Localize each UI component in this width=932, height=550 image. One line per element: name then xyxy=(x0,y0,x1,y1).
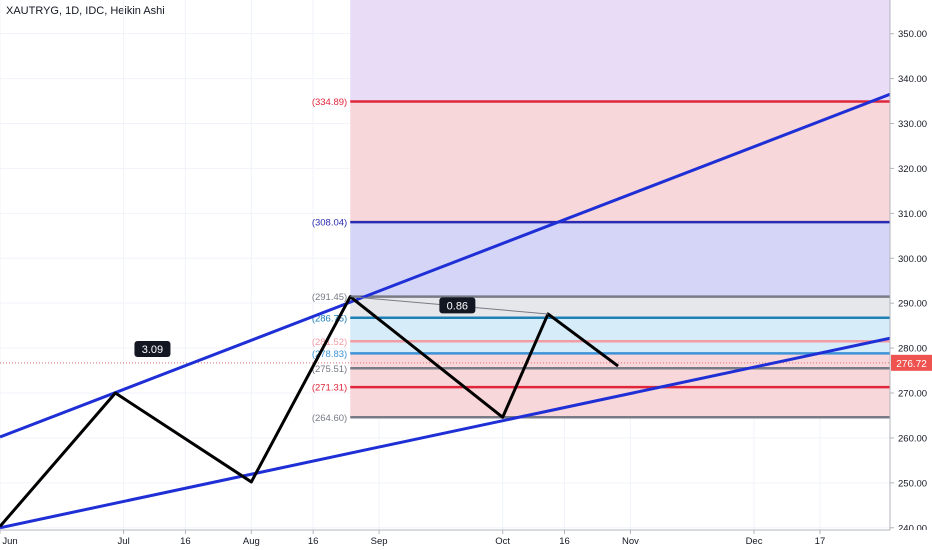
price-tick-label: 270.00 xyxy=(898,389,927,400)
price-axis-bg xyxy=(890,0,932,550)
time-tick-label: Jul xyxy=(118,536,130,547)
fib-level-label: (278.83) xyxy=(312,349,347,360)
time-tick-label: 17 xyxy=(815,536,826,547)
fib-zone xyxy=(350,296,891,318)
fib-level-label: (271.31) xyxy=(312,383,347,394)
upper-channel-line[interactable] xyxy=(0,92,891,439)
time-tick-label: Oct xyxy=(495,536,510,547)
chart-title: XAUTRYG, 1D, IDC, Heikin Ashi xyxy=(6,5,165,17)
lower-channel-line[interactable] xyxy=(0,336,891,530)
fib-level-label: (275.51) xyxy=(312,364,347,375)
zigzag-ratio-label: 0.86 xyxy=(447,300,468,312)
fib-level-label: (291.45) xyxy=(312,292,347,303)
time-tick-label: 16 xyxy=(180,536,191,547)
fib-zone xyxy=(350,0,891,102)
zigzag-ratio-label-bg xyxy=(439,297,476,314)
price-tick-label: 340.00 xyxy=(898,74,927,85)
price-tick-label: 330.00 xyxy=(898,119,927,130)
fib-zone xyxy=(350,222,891,297)
price-tick-label: 240.00 xyxy=(898,523,927,534)
channel-ratio-label-bg xyxy=(134,340,171,357)
price-tick-label: 320.00 xyxy=(898,164,927,175)
time-tick-label: Jun xyxy=(2,536,17,547)
time-tick-label: Aug xyxy=(243,536,260,547)
time-tick-label: Dec xyxy=(746,536,763,547)
fib-level-label: (286.75) xyxy=(312,313,347,324)
time-tick-label: Nov xyxy=(622,536,639,547)
fib-level-label: (281.52) xyxy=(312,337,347,348)
fib-zone xyxy=(350,317,891,354)
channel-ratio-label: 3.09 xyxy=(142,344,163,356)
time-tick-label: 16 xyxy=(559,536,570,547)
current-price-badge xyxy=(891,354,932,371)
price-tick-label: 300.00 xyxy=(898,254,927,265)
fib-level-label: (334.89) xyxy=(312,97,347,108)
price-tick-label: 250.00 xyxy=(898,478,927,489)
price-tick-label: 260.00 xyxy=(898,433,927,444)
current-price-label: 276.72 xyxy=(896,359,927,370)
time-tick-label: 16 xyxy=(308,536,319,547)
fib-level-label: (308.04) xyxy=(312,218,347,229)
fib-zone xyxy=(350,101,891,223)
price-tick-label: 280.00 xyxy=(898,344,927,355)
price-tick-label: 350.00 xyxy=(898,29,927,40)
time-tick-label: Sep xyxy=(371,536,388,547)
time-axis-bg xyxy=(0,530,932,550)
fib-zone xyxy=(350,353,891,418)
fib-level-label: (264.60) xyxy=(312,413,347,424)
price-tick-label: 290.00 xyxy=(898,299,927,310)
price-tick-label: 310.00 xyxy=(898,209,927,220)
